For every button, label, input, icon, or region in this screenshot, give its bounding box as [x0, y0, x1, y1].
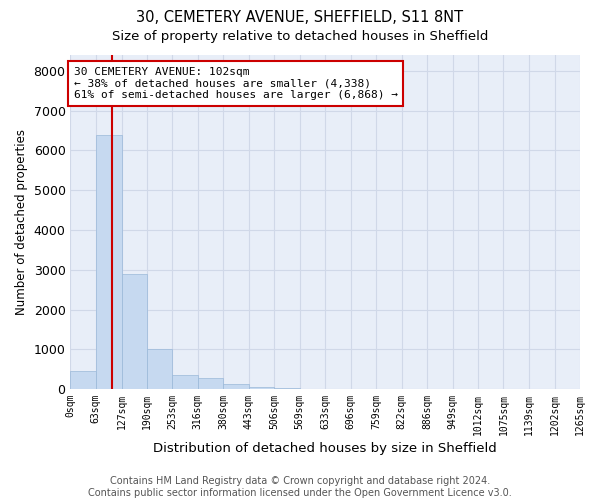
Bar [172, 375, 198, 389]
Text: Contains HM Land Registry data © Crown copyright and database right 2024.
Contai: Contains HM Land Registry data © Crown c… [88, 476, 512, 498]
Bar [249, 386, 274, 389]
Text: Size of property relative to detached houses in Sheffield: Size of property relative to detached ho… [112, 30, 488, 43]
X-axis label: Distribution of detached houses by size in Sheffield: Distribution of detached houses by size … [154, 442, 497, 455]
Bar [274, 388, 299, 389]
Bar [223, 384, 249, 389]
Bar [96, 134, 122, 389]
Text: 30 CEMETERY AVENUE: 102sqm
← 38% of detached houses are smaller (4,338)
61% of s: 30 CEMETERY AVENUE: 102sqm ← 38% of deta… [74, 67, 398, 100]
Text: 30, CEMETERY AVENUE, SHEFFIELD, S11 8NT: 30, CEMETERY AVENUE, SHEFFIELD, S11 8NT [136, 10, 464, 25]
Bar [198, 378, 223, 389]
Bar [147, 350, 172, 389]
Y-axis label: Number of detached properties: Number of detached properties [15, 129, 28, 315]
Bar [122, 274, 147, 389]
Bar [70, 371, 96, 389]
